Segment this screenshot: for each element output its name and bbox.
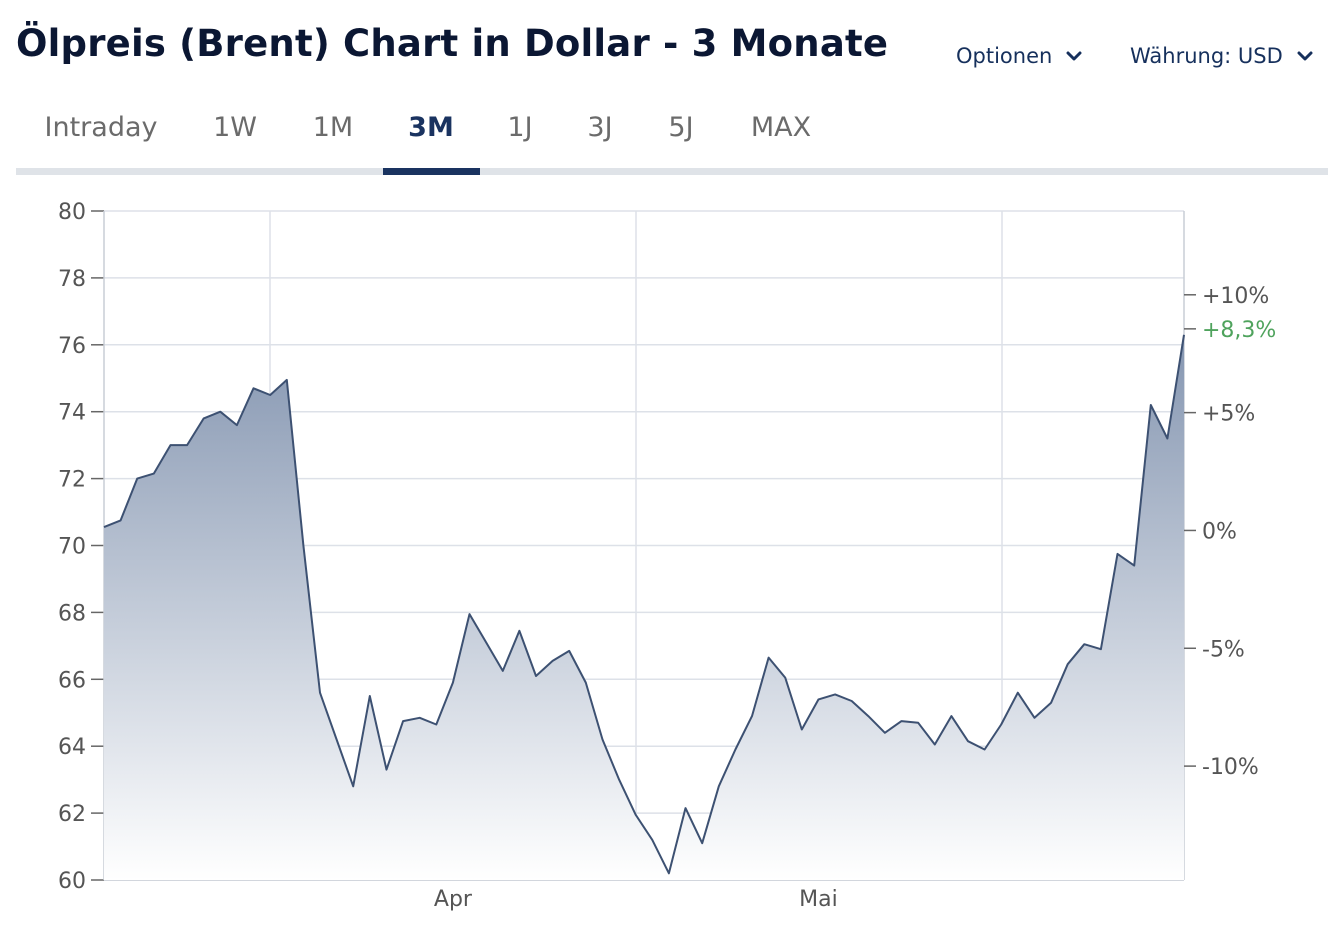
price-line: [103, 334, 1185, 875]
tab-1m[interactable]: 1M: [312, 112, 354, 143]
current-pct-label: +8,3%: [1202, 318, 1276, 343]
price-area: [104, 334, 1184, 880]
chevron-down-icon: [1066, 50, 1082, 62]
pct-tick-label: -10%: [1202, 755, 1259, 780]
y-tick-label: 64: [58, 735, 86, 760]
price-chart: 60 62 64 66 68 70 72 74 76 78 80 Apr Mai +10% +5% 0% -5%…: [58, 200, 1276, 912]
tab-1w[interactable]: 1W: [213, 112, 257, 143]
pct-tick-label: +5%: [1202, 402, 1255, 427]
pct-tick-label: 0%: [1202, 519, 1237, 544]
tab-1j[interactable]: 1J: [507, 112, 533, 143]
y-tick-label: 66: [58, 668, 86, 693]
y-tick-label: 74: [58, 401, 86, 426]
y-tick-label: 76: [58, 334, 86, 359]
y-tick-label: 78: [58, 267, 86, 292]
y-tick-label: 60: [58, 869, 86, 894]
options-dropdown[interactable]: Optionen: [956, 44, 1082, 68]
y-tick-label: 62: [58, 802, 86, 827]
tab-3j[interactable]: 3J: [587, 112, 613, 143]
tab-intraday[interactable]: Intraday: [44, 112, 158, 143]
y-tick-label: 70: [58, 535, 86, 560]
chevron-down-icon: [1297, 50, 1313, 62]
page-title: Ölpreis (Brent) Chart in Dollar - 3 Mona…: [16, 22, 889, 65]
y-tick-label: 72: [58, 468, 86, 493]
timeframe-tabs: Intraday 1W 1M 3M 1J 3J 5J MAX: [16, 100, 1328, 176]
tab-bar-track: [16, 168, 1328, 175]
x-tick-label: Apr: [434, 887, 473, 912]
options-label: Optionen: [956, 44, 1053, 68]
y-tick-label: 80: [58, 200, 86, 225]
tab-5j[interactable]: 5J: [668, 112, 694, 143]
pct-tick-label: +10%: [1202, 284, 1269, 309]
currency-dropdown[interactable]: Währung: USD: [1130, 44, 1313, 68]
tab-3m[interactable]: 3M: [408, 112, 454, 143]
active-tab-indicator: [383, 168, 480, 175]
pct-tick-label: -5%: [1202, 637, 1245, 662]
y-tick-label: 68: [58, 601, 86, 626]
tab-max[interactable]: MAX: [750, 112, 812, 143]
x-tick-label: Mai: [799, 887, 838, 912]
currency-label: Währung: USD: [1130, 44, 1283, 68]
